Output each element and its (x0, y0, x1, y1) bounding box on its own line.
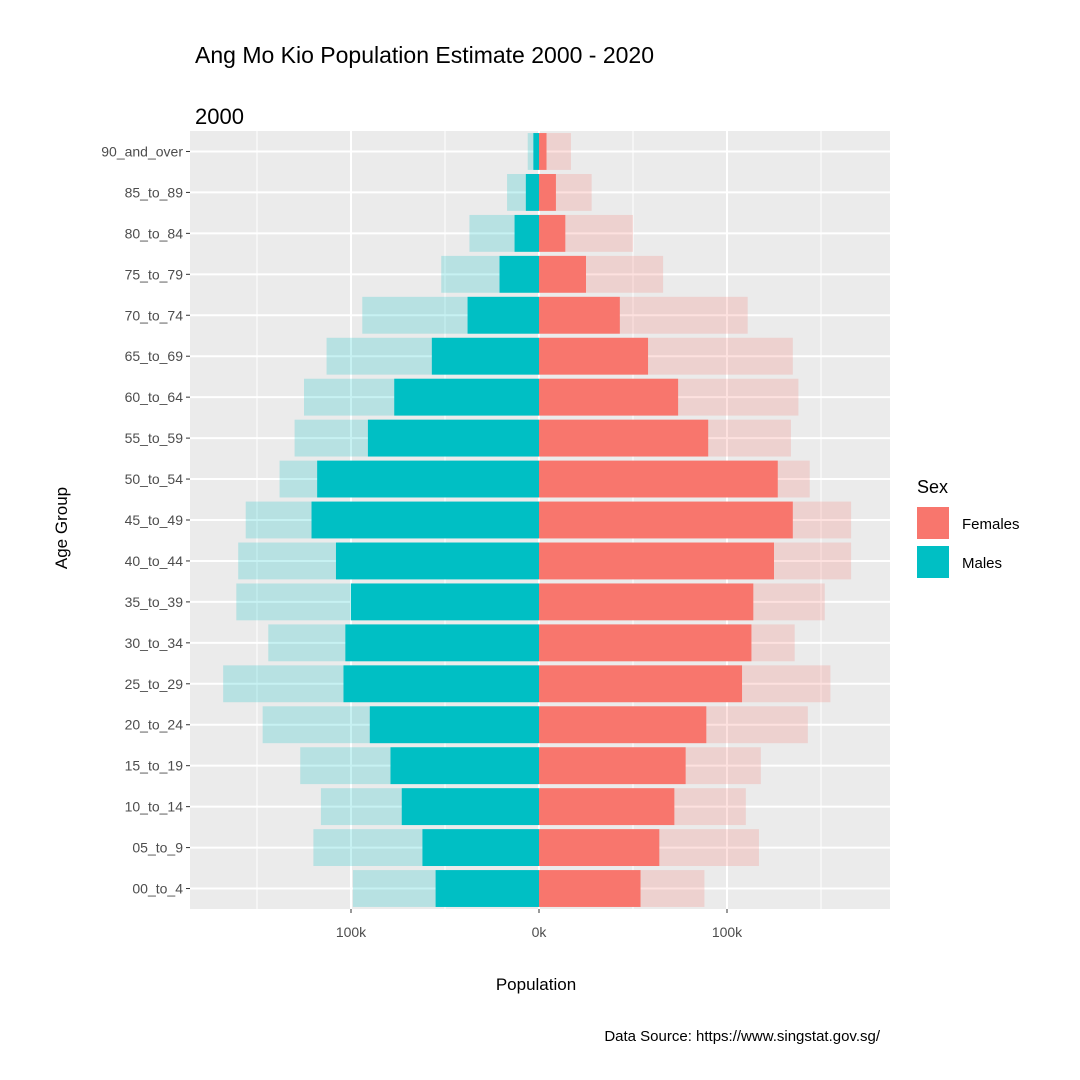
y-tick-label: 15_to_19 (125, 758, 184, 774)
y-tick-label: 10_to_14 (125, 799, 184, 815)
legend-label-females: Females (962, 516, 1020, 533)
year-bar-males-05_to_9 (422, 829, 539, 867)
year-bar-males-50_to_54 (317, 460, 539, 498)
year-bar-females-20_to_24 (539, 706, 707, 744)
year-bar-females-05_to_9 (539, 829, 660, 867)
year-bar-males-25_to_29 (343, 665, 539, 703)
y-tick-label: 80_to_84 (125, 225, 184, 241)
year-bar-males-35_to_39 (351, 583, 539, 621)
y-tick-label: 25_to_29 (125, 676, 184, 692)
year-bar-males-55_to_59 (367, 419, 539, 457)
y-axis-ticks: 00_to_4 05_to_9 10_to_14 15_to_19 20_to_24 25… (101, 143, 190, 897)
y-tick-label: 45_to_49 (125, 512, 184, 528)
year-bar-males-45_to_49 (311, 501, 539, 539)
legend: Sex Females Males (917, 477, 1020, 578)
year-bar-males-90_and_over (533, 133, 539, 170)
year-bar-females-60_to_64 (539, 378, 679, 416)
year-bar-males-10_to_14 (401, 788, 539, 826)
y-tick-label: 85_to_89 (125, 184, 184, 200)
y-tick-label: 50_to_54 (125, 471, 184, 487)
legend-title: Sex (917, 477, 948, 497)
y-tick-label: 90_and_over (101, 143, 183, 159)
y-tick-label: 40_to_44 (125, 553, 184, 569)
year-bar-males-00_to_4 (435, 870, 539, 907)
y-tick-label: 35_to_39 (125, 594, 184, 610)
y-tick-label: 60_to_64 (125, 389, 184, 405)
year-bar-females-90_and_over (539, 133, 547, 170)
year-bar-females-65_to_69 (539, 337, 649, 375)
year-bar-females-30_to_34 (539, 624, 752, 662)
year-bar-females-40_to_44 (539, 542, 774, 580)
y-tick-label: 75_to_79 (125, 266, 184, 282)
y-tick-label: 55_to_59 (125, 430, 184, 446)
year-bar-males-40_to_44 (335, 542, 539, 580)
year-bar-males-75_to_79 (499, 255, 539, 293)
y-tick-label: 05_to_9 (132, 840, 183, 856)
year-bar-females-85_to_89 (539, 173, 556, 211)
legend-key-females (917, 507, 949, 539)
year-bar-males-60_to_64 (394, 378, 539, 416)
year-bar-females-25_to_29 (539, 665, 743, 703)
y-tick-label: 30_to_34 (125, 635, 184, 651)
year-bar-females-45_to_49 (539, 501, 793, 539)
year-bar-males-20_to_24 (369, 706, 539, 744)
year-bar-males-30_to_34 (345, 624, 539, 662)
year-bar-males-65_to_69 (431, 337, 539, 375)
year-bar-females-10_to_14 (539, 788, 675, 826)
year-bar-males-70_to_74 (467, 296, 539, 334)
x-tick-label: 100k (712, 924, 743, 940)
year-bar-females-15_to_19 (539, 747, 686, 785)
chart-title: Ang Mo Kio Population Estimate 2000 - 20… (195, 42, 654, 68)
bars-year-layer (311, 133, 793, 907)
x-tick-label: 100k (336, 924, 367, 940)
year-bar-females-80_to_84 (539, 214, 566, 252)
data-source-caption: Data Source: https://www.singstat.gov.sg… (604, 1028, 881, 1045)
chart-subtitle: 2000 (195, 104, 244, 129)
y-tick-label: 00_to_4 (132, 881, 183, 897)
y-tick-label: 65_to_69 (125, 348, 184, 364)
year-bar-females-55_to_59 (539, 419, 709, 457)
legend-key-males (917, 546, 949, 578)
y-tick-label: 70_to_74 (125, 307, 184, 323)
x-tick-label: 0k (532, 924, 548, 940)
x-axis-label: Population (496, 975, 576, 994)
year-bar-males-15_to_19 (390, 747, 539, 785)
x-axis-ticks: 100k 0k 100k (336, 909, 743, 940)
legend-label-males: Males (962, 555, 1002, 572)
year-bar-females-00_to_4 (539, 870, 641, 907)
y-tick-label: 20_to_24 (125, 717, 184, 733)
year-bar-females-35_to_39 (539, 583, 754, 621)
year-bar-females-75_to_79 (539, 255, 586, 293)
year-bar-males-80_to_84 (514, 214, 539, 252)
year-bar-females-50_to_54 (539, 460, 778, 498)
year-bar-females-70_to_74 (539, 296, 620, 334)
y-axis-label: Age Group (52, 487, 71, 569)
year-bar-males-85_to_89 (525, 173, 539, 211)
